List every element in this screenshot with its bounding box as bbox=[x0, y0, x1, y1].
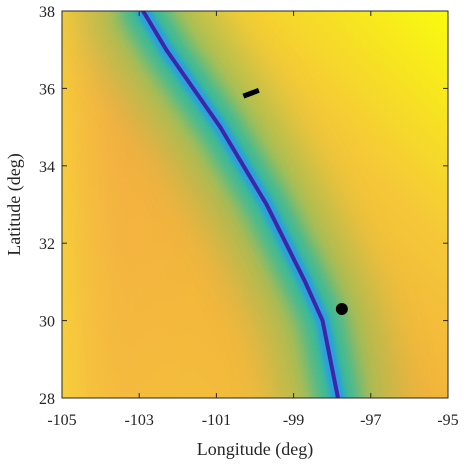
marker-dot bbox=[335, 302, 348, 315]
y-tick-label: 34 bbox=[39, 159, 55, 176]
heatmap-area bbox=[62, 11, 448, 398]
x-tick-label: -95 bbox=[437, 412, 458, 429]
x-tick-label: -105 bbox=[47, 412, 76, 429]
x-tick-label: -103 bbox=[125, 412, 154, 429]
y-tick-label: 30 bbox=[39, 314, 55, 331]
y-axis: 28 30 32 34 36 38 bbox=[39, 4, 448, 408]
marker-dash bbox=[242, 87, 260, 99]
x-axis: -105 -103 -101 -99 -97 -95 bbox=[47, 11, 459, 429]
y-tick-label: 28 bbox=[39, 391, 55, 408]
x-tick-label: -97 bbox=[360, 412, 381, 429]
x-tick-label: -99 bbox=[283, 412, 304, 429]
x-tick-label: -101 bbox=[202, 412, 231, 429]
y-tick-label: 38 bbox=[39, 4, 55, 21]
y-tick-label: 32 bbox=[39, 236, 55, 253]
x-axis-label: Longitude (deg) bbox=[197, 439, 313, 460]
y-tick-label: 36 bbox=[39, 81, 55, 98]
markers bbox=[242, 87, 348, 315]
heatmap-minimum-curve bbox=[141, 11, 341, 398]
y-axis-label: Latitude (deg) bbox=[4, 153, 25, 255]
axes-box bbox=[61, 10, 449, 399]
